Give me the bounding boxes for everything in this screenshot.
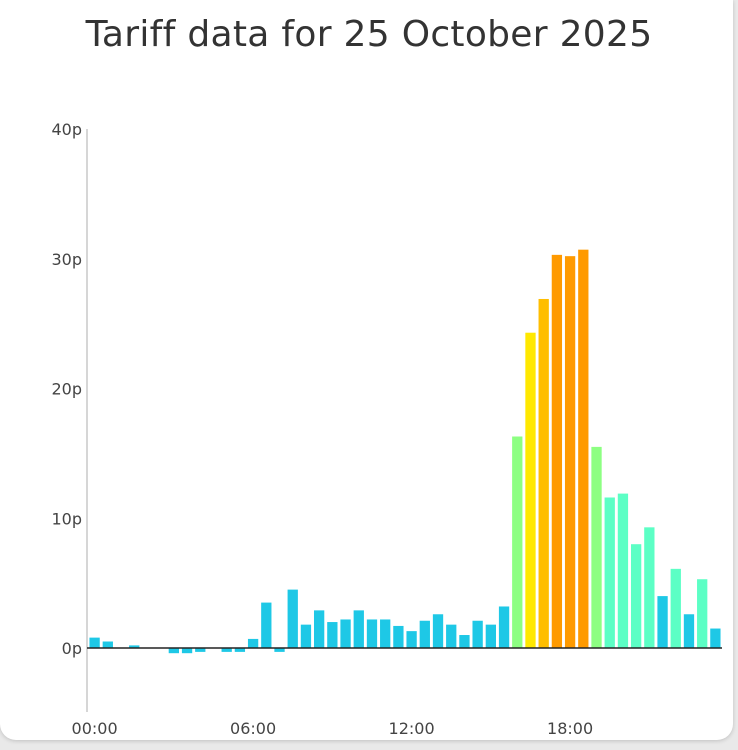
y-tick-labels: 0p 10p 20p 30p 40p [51,120,82,658]
x-tick-label: 18:00 [547,719,593,738]
tariff-bar-chart: 0p 10p 20p 30p 40p 00:00 06:00 12:00 18:00 [51,120,722,738]
y-tick-label: 30p [51,250,82,269]
bar-slot-28 [459,635,470,648]
bar-slot-35 [551,254,563,649]
bar-slot-20 [353,610,364,648]
bar-slot-47 [710,628,721,648]
y-tick-label: 20p [51,380,82,399]
bar-slot-26 [432,614,444,648]
bar-slot-45 [683,614,695,648]
chart-title: Tariff data for 25 October 2025 [85,14,653,55]
bar-slot-33 [525,332,536,648]
bar-slot-14 [274,648,285,652]
bar-slot-38 [591,446,602,648]
y-tick-label: 40p [51,120,82,139]
bar-slot-30 [485,624,496,648]
bars-group [89,249,721,654]
bar-slot-21 [366,619,378,648]
bar-slot-41 [630,544,642,648]
bar-slot-27 [446,624,457,648]
bar-slot-11 [234,648,246,652]
bar-slot-39 [604,497,615,648]
bar-slot-19 [340,619,351,648]
bar-slot-36 [564,256,576,648]
bar-slot-23 [393,625,404,648]
x-tick-labels: 00:00 06:00 12:00 18:00 [72,719,594,738]
bar-slot-32 [512,436,523,648]
chart-card: Tariff data for 25 October 2025 0p 10p 20p… [0,0,733,740]
bar-slot-8 [195,648,206,652]
bar-slot-22 [380,619,391,648]
y-tick-label: 0p [62,639,82,658]
bar-slot-3 [129,645,140,648]
x-tick-label: 06:00 [230,719,276,738]
bar-slot-13 [261,602,272,648]
bar-slot-44 [670,568,681,648]
x-tick-label: 12:00 [389,719,435,738]
y-tick-label: 10p [51,509,82,528]
bar-slot-1 [102,641,113,648]
bar-slot-46 [697,579,708,648]
x-tick-label: 00:00 [72,719,118,738]
bar-slot-24 [406,631,417,648]
bar-slot-6 [168,648,179,654]
bar-slot-42 [644,527,655,648]
bar-slot-17 [313,610,325,648]
bar-slot-10 [221,648,232,652]
bar-slot-25 [419,620,430,648]
bar-slot-7 [181,648,193,654]
bar-slot-0 [89,637,100,648]
bar-slot-31 [498,606,510,648]
bar-slot-15 [287,589,298,648]
bar-slot-37 [578,249,589,649]
bar-slot-18 [327,622,338,648]
bar-slot-29 [472,620,483,648]
bar-slot-40 [617,493,629,648]
bar-slot-43 [657,596,668,648]
bar-slot-16 [300,624,312,648]
bar-slot-34 [538,298,549,648]
bar-slot-12 [247,638,259,648]
